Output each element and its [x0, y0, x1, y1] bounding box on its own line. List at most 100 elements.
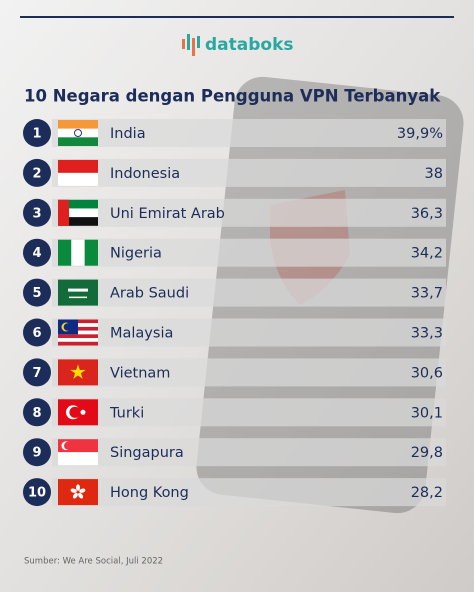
flag-part — [58, 199, 69, 226]
rank: 7 — [32, 366, 41, 381]
ranking-list: 1 India 39,9% 2 Indonesia 38 3 Uni Emirat Arab 3… — [23, 119, 446, 507]
flag-part — [58, 120, 98, 129]
country: Nigeria — [110, 246, 162, 262]
flag — [58, 120, 98, 146]
ranking-row: 9 Singapura 29,8 — [23, 438, 446, 467]
value: 29,8 — [411, 445, 443, 461]
row-bar — [52, 278, 446, 307]
row-bar — [52, 438, 446, 467]
value: 33,7 — [411, 286, 443, 302]
rank: 2 — [32, 166, 41, 181]
country: Turki — [109, 405, 144, 421]
ranking-row: 4 Nigeria 34,2 — [23, 238, 446, 267]
rank-badge — [23, 238, 51, 267]
rank-badge — [23, 198, 51, 227]
rank: 10 — [28, 486, 46, 501]
rank: 8 — [32, 406, 41, 421]
flag-part — [58, 128, 98, 138]
flag — [58, 159, 98, 186]
row-bar — [52, 318, 446, 347]
country: Hong Kong — [110, 485, 189, 501]
row-bar — [52, 119, 446, 147]
rank-badge — [23, 438, 51, 467]
flag-part — [69, 296, 87, 299]
rank: 4 — [32, 246, 41, 261]
flag-part — [76, 484, 80, 491]
flag-part — [79, 488, 86, 493]
value: 33,3 — [411, 326, 443, 342]
country: India — [110, 126, 146, 142]
ranking-row: 5 Arab Saudi 33,7 — [23, 278, 446, 307]
flag-part — [64, 441, 72, 450]
row-bar — [52, 238, 446, 267]
ranking-row: 8 Turki 30,1 — [23, 398, 446, 427]
ranking-row: 10 Hong Kong 28,2 — [23, 478, 446, 507]
ranking-row: 2 Indonesia 38 — [23, 158, 446, 187]
rank-badge — [23, 318, 51, 347]
rank: 3 — [32, 206, 41, 221]
flag-part — [58, 338, 98, 342]
ranking-row: 6 Malaysia 33,3 — [23, 318, 446, 347]
country: Singapura — [110, 445, 184, 461]
row-bar — [52, 158, 446, 187]
flag-part — [78, 492, 84, 499]
flag-part — [58, 452, 98, 466]
flag-part — [58, 479, 98, 506]
rank-badge — [23, 119, 51, 147]
flag-part — [72, 492, 78, 499]
value: 28,2 — [411, 485, 443, 501]
rank-badge — [23, 158, 51, 187]
ranking-row: 7 Vietnam 30,6 — [23, 358, 446, 387]
flag-part — [74, 129, 82, 137]
flag-part — [68, 288, 88, 292]
flag-part — [71, 239, 85, 266]
flag-part — [58, 217, 98, 226]
flag-part — [58, 279, 98, 306]
flag-part — [58, 199, 98, 209]
brand: databoks — [205, 35, 294, 55]
value: 38 — [425, 166, 443, 182]
country: Vietnam — [110, 365, 170, 381]
rank: 5 — [32, 286, 41, 301]
country: Arab Saudi — [110, 286, 189, 302]
brand-logo — [182, 34, 200, 56]
flag-part — [58, 341, 98, 346]
flag — [58, 199, 98, 226]
source: Sumber: We Are Social, Juli 2022 — [24, 557, 163, 567]
title: 10 Negara dengan Pengguna VPN Terbanyak — [24, 87, 441, 106]
rank-badge — [23, 278, 51, 307]
rank-badge — [23, 478, 51, 507]
country: Malaysia — [110, 326, 173, 342]
row-bar — [52, 398, 446, 427]
row-bar — [52, 358, 446, 387]
flag-part — [70, 364, 86, 379]
flag-part — [69, 406, 81, 418]
flag-part — [58, 172, 98, 186]
flag-part — [58, 334, 98, 339]
row-bar — [52, 198, 446, 227]
flag-part — [58, 208, 98, 218]
ranking-row: 1 India 39,9% — [23, 119, 446, 147]
value: 39,9% — [397, 126, 443, 142]
flag-part — [58, 137, 98, 146]
rank-badge — [23, 358, 51, 387]
value: 30,1 — [411, 405, 443, 421]
flag — [58, 439, 98, 466]
rank-badge — [23, 398, 51, 427]
country: Uni Emirat Arab — [110, 206, 225, 222]
rank: 1 — [32, 127, 41, 142]
flag-part — [63, 323, 72, 331]
flag-part — [80, 409, 86, 415]
flag — [58, 359, 98, 386]
flag-part — [84, 239, 98, 266]
value: 34,2 — [411, 246, 443, 262]
ranking-row: 3 Uni Emirat Arab 36,3 — [23, 198, 446, 227]
country: Indonesia — [110, 166, 180, 182]
flag — [58, 479, 98, 506]
flag-part — [58, 159, 98, 173]
flag — [58, 399, 98, 426]
flag — [58, 319, 98, 346]
rank: 9 — [32, 446, 41, 461]
flag-part — [70, 488, 77, 493]
